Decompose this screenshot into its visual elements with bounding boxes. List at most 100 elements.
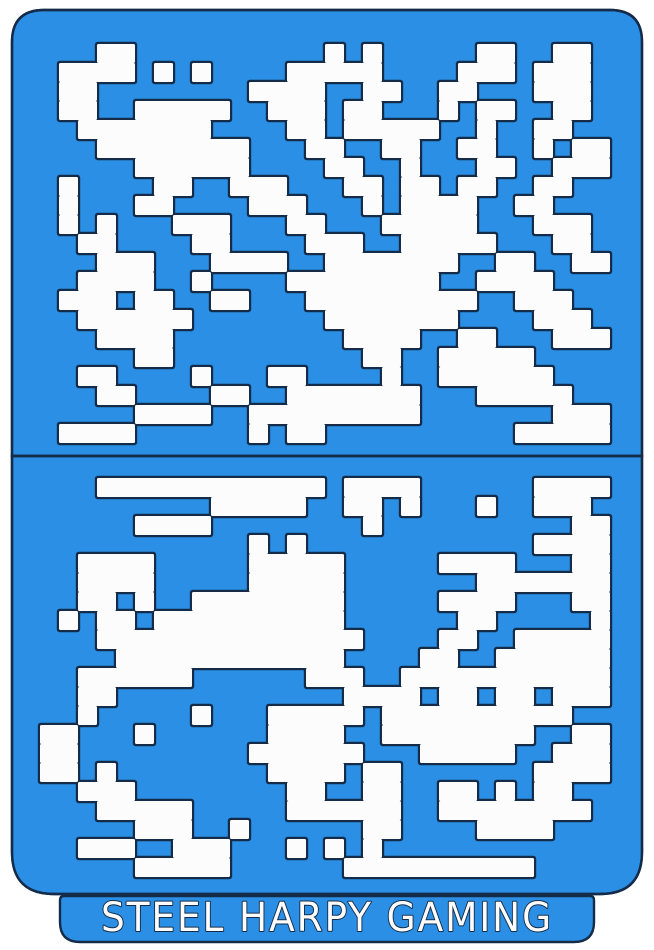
camo-cutout xyxy=(401,196,477,215)
camo-cutout xyxy=(439,687,477,706)
camo-cutout xyxy=(534,139,553,158)
camo-cutout xyxy=(363,839,382,858)
camo-cutout xyxy=(59,196,78,215)
camo-cutout xyxy=(306,234,363,253)
camo-cutout xyxy=(59,101,97,120)
camo-cutout xyxy=(59,291,116,310)
camo-cutout xyxy=(477,573,610,592)
camo-cutout xyxy=(553,329,610,348)
camo-cutout xyxy=(192,592,344,611)
camo-cutout xyxy=(515,291,572,310)
camo-cutout xyxy=(382,215,477,234)
camo-cutout xyxy=(268,101,325,120)
camo-cutout xyxy=(572,592,610,611)
camo-cutout xyxy=(78,234,116,253)
camo-cutout xyxy=(211,291,249,310)
camo-cutout xyxy=(363,782,401,801)
camo-cutout xyxy=(458,139,496,158)
camo-cutout xyxy=(325,158,363,177)
camo-cutout xyxy=(135,725,154,744)
camo-cutout xyxy=(154,63,173,82)
camo-cutout xyxy=(401,668,610,687)
camo-cutout xyxy=(439,801,591,820)
camo-cutout xyxy=(249,554,344,573)
camo-cutout xyxy=(382,139,420,158)
camo-cutout xyxy=(344,329,420,348)
camo-cutout xyxy=(78,839,135,858)
camo-cutout xyxy=(344,101,382,120)
camo-cutout xyxy=(154,611,344,630)
camo-cutout xyxy=(420,744,515,763)
camo-cutout xyxy=(192,272,211,291)
camo-cutout xyxy=(439,592,515,611)
camo-cutout xyxy=(230,820,249,839)
camo-cutout xyxy=(420,649,458,668)
camo-cutout xyxy=(363,348,401,367)
camo-cutout xyxy=(249,535,268,554)
camo-cutout xyxy=(135,158,249,177)
camo-cutout xyxy=(363,516,382,535)
camo-cutout xyxy=(344,177,382,196)
camo-cutout xyxy=(534,497,591,516)
camo-cutout xyxy=(534,215,591,234)
camo-cutout xyxy=(477,158,515,177)
camo-cutout xyxy=(287,535,306,554)
camo-cutout xyxy=(439,554,515,573)
camo-cutout xyxy=(458,611,496,630)
camo-cutout xyxy=(192,234,230,253)
camo-cutout xyxy=(249,405,420,424)
camo-cutout xyxy=(325,253,458,272)
camo-cutout xyxy=(477,272,553,291)
camo-cutout xyxy=(97,611,135,630)
camo-cutout xyxy=(344,497,382,516)
camo-cutout xyxy=(572,253,610,272)
camo-cutout xyxy=(325,44,344,63)
camo-cutout xyxy=(363,44,382,63)
camo-cutout xyxy=(572,139,610,158)
top-panel-cutouts xyxy=(56,41,613,446)
camo-cutout xyxy=(192,367,211,386)
camo-cutout xyxy=(515,630,610,649)
camo-cutout xyxy=(97,44,135,63)
camo-cutout xyxy=(59,63,135,82)
camo-cutout xyxy=(78,573,154,592)
camo-cutout xyxy=(439,782,477,801)
camo-cutout xyxy=(78,120,211,139)
camo-cutout xyxy=(78,272,154,291)
camo-cutout xyxy=(287,782,325,801)
camo-cutout xyxy=(553,744,610,763)
camo-cutout xyxy=(534,310,591,329)
camo-cutout xyxy=(97,329,173,348)
camo-cutout xyxy=(534,82,591,101)
camo-cutout xyxy=(477,101,515,120)
camo-cutout xyxy=(40,725,78,744)
camo-cutout xyxy=(268,763,344,782)
camo-cutout xyxy=(534,120,572,139)
camo-cutout xyxy=(401,177,439,196)
camo-cutout xyxy=(97,253,154,272)
camo-cutout xyxy=(534,63,591,82)
camo-cutout xyxy=(306,668,363,687)
camo-cutout xyxy=(401,234,496,253)
camo-cutout xyxy=(249,744,363,763)
camo-cutout xyxy=(534,478,610,497)
camo-cutout xyxy=(344,478,420,497)
camo-cutout xyxy=(59,424,135,443)
camo-cutout xyxy=(116,649,344,668)
camo-cutout xyxy=(249,424,268,443)
camo-cutout xyxy=(382,367,401,386)
camo-cutout xyxy=(363,820,401,839)
camo-cutout xyxy=(78,592,116,611)
camo-cutout xyxy=(211,497,306,516)
camo-cutout xyxy=(135,592,154,611)
camo-cutout xyxy=(287,424,325,443)
camo-cutout xyxy=(192,63,211,82)
bottom-panel-cutouts xyxy=(37,475,613,880)
camo-cutout xyxy=(173,839,230,858)
camo-cutout xyxy=(439,82,477,101)
camo-cutout xyxy=(401,158,420,177)
camo-cutout xyxy=(306,291,477,310)
camo-cutout xyxy=(534,535,610,554)
